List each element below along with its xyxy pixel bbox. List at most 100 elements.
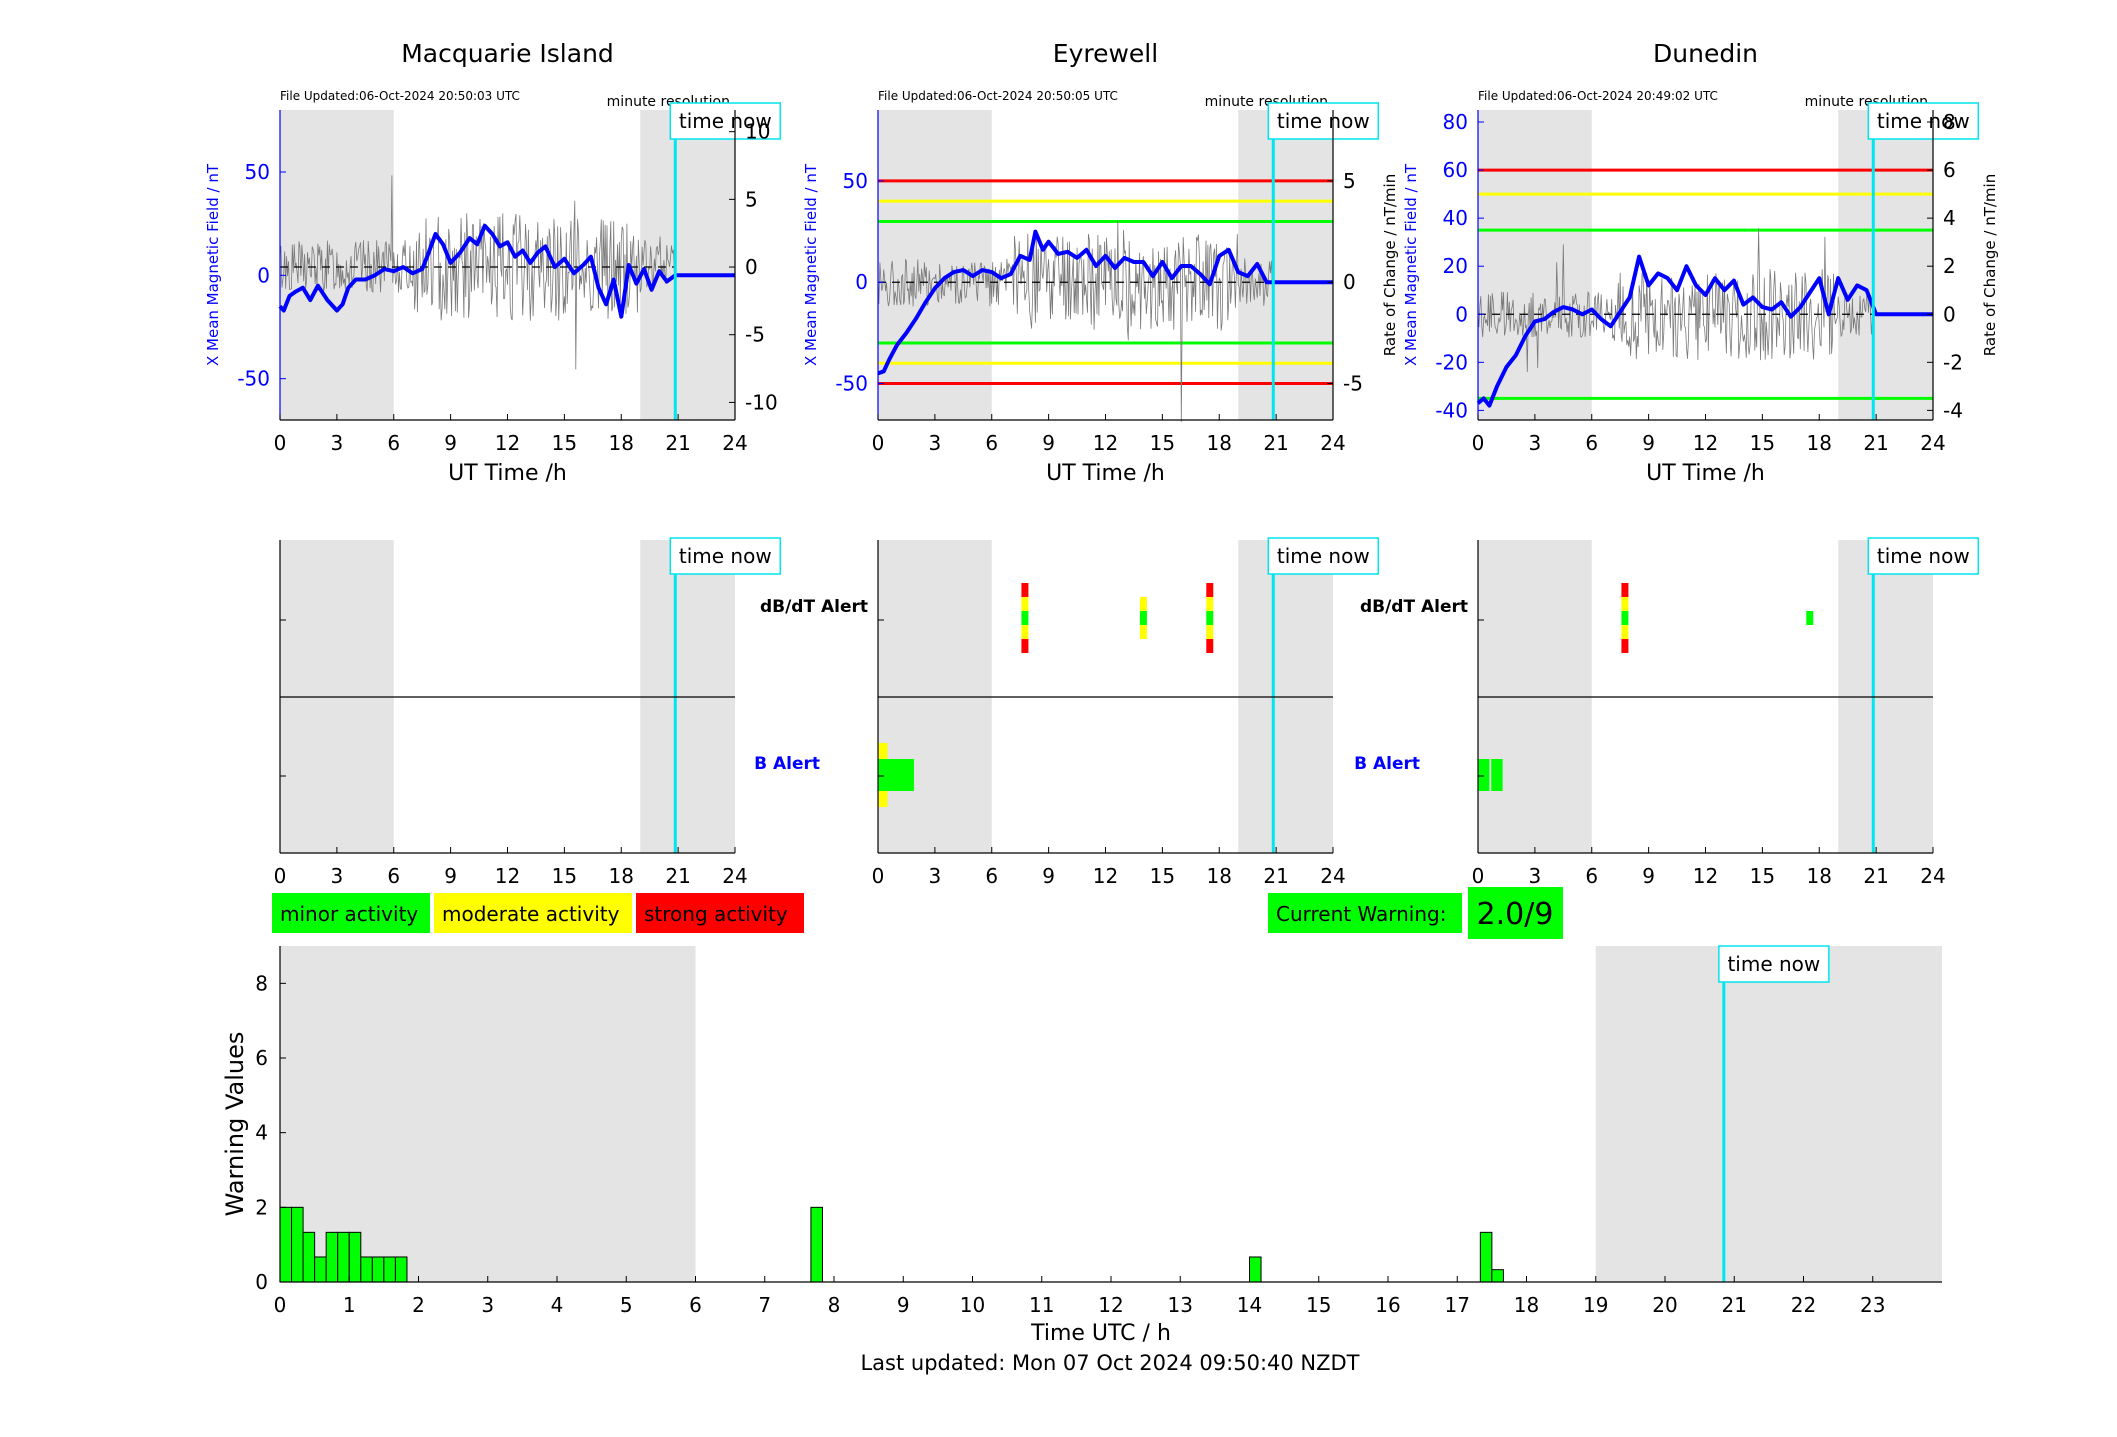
db-alert-segment-strong xyxy=(1621,583,1629,597)
panel-title: Dunedin xyxy=(1653,39,1758,68)
warning-bar xyxy=(325,1231,339,1283)
panel-title: Eyrewell xyxy=(1053,39,1158,68)
y-tick-label: 6 xyxy=(255,1046,268,1070)
db-alert-segment-moderate xyxy=(1021,625,1029,639)
x-tick-label: 10 xyxy=(960,1293,985,1317)
alert-panel-3: time now 0 3 6 9 12 15 18 21 24 xyxy=(1472,537,1980,888)
db-alert-segment-moderate xyxy=(1021,597,1029,611)
x-tick-label: 18 xyxy=(609,864,634,888)
x-tick-label: 24 xyxy=(1920,864,1945,888)
time-now-box xyxy=(1867,102,1980,140)
x-tick-label: 9 xyxy=(444,431,457,455)
warning-bar xyxy=(1249,1256,1262,1283)
y-axis-label-right: Rate of Change / nT/min xyxy=(1381,174,1399,356)
x-tick-label: 11 xyxy=(1029,1293,1054,1317)
night-band xyxy=(280,946,696,1282)
y2-tick-label: 5 xyxy=(1343,169,1356,193)
x-tick-label: 8 xyxy=(828,1293,841,1317)
mean-field-line xyxy=(877,229,1333,376)
y-axis-label-left: X Mean Magnetic Field / nT xyxy=(204,163,222,366)
y-tick-label: 0 xyxy=(855,270,868,294)
x-tick-label: 0 xyxy=(872,431,885,455)
x-tick-label: 0 xyxy=(274,864,287,888)
x-tick-label: 9 xyxy=(1042,864,1055,888)
warning-bar xyxy=(279,1206,293,1283)
x-tick-label: 12 xyxy=(495,864,520,888)
warning-bar xyxy=(302,1231,316,1283)
x-tick-label: 15 xyxy=(552,431,577,455)
x-tick-label: 18 xyxy=(1807,864,1832,888)
warning-bar xyxy=(1491,1269,1504,1283)
y2-tick-label: 0 xyxy=(1943,302,1956,326)
warning-bar xyxy=(383,1256,396,1283)
mean-field-line xyxy=(278,223,735,319)
y-tick-label: 60 xyxy=(1443,158,1468,182)
x-tick-label: 14 xyxy=(1237,1293,1262,1317)
b-alert-bar-minor xyxy=(878,759,915,791)
x-tick-label: 15 xyxy=(552,864,577,888)
y-tick-label: 4 xyxy=(255,1121,268,1145)
legend-label: moderate activity xyxy=(442,902,620,926)
db-alert-segment-minor xyxy=(1021,611,1029,625)
night-band xyxy=(1595,946,1942,1282)
x-tick-label: 6 xyxy=(1585,431,1598,455)
x-tick-label: 0 xyxy=(274,1293,287,1317)
x-tick-label: 18 xyxy=(609,431,634,455)
db-alert-segment-moderate xyxy=(1206,597,1214,611)
x-tick-label: 18 xyxy=(1207,864,1232,888)
warning-bar xyxy=(337,1231,350,1283)
x-tick-label: 1 xyxy=(343,1293,356,1317)
time-now-label: time now xyxy=(1877,109,1970,133)
y-tick-label: 0 xyxy=(255,1270,268,1294)
x-tick-label: 9 xyxy=(1642,431,1655,455)
x-tick-label: 12 xyxy=(1693,864,1718,888)
warning-bar xyxy=(394,1256,408,1283)
legend-swatch-minor xyxy=(272,893,430,933)
x-tick-label: 23 xyxy=(1860,1293,1885,1317)
db-alert-row-label: dB/dT Alert xyxy=(1360,597,1468,617)
current-warning-label-box xyxy=(1268,893,1462,933)
x-tick-label: 9 xyxy=(897,1293,910,1317)
y-axis-label-left: X Mean Magnetic Field / nT xyxy=(1402,163,1420,366)
warning-bar xyxy=(371,1256,385,1283)
b-alert-row-label: B Alert xyxy=(1354,754,1420,774)
x-tick-label: 20 xyxy=(1652,1293,1677,1317)
file-updated-text: File Updated:06-Oct-2024 20:49:02 UTC xyxy=(1478,89,1718,103)
alert-panels: time now 0 3 6 9 12 15 18 21 24 dB/dT Alert B Alert… xyxy=(274,537,1980,888)
x-tick-label: 13 xyxy=(1168,1293,1193,1317)
time-now-box xyxy=(1267,537,1380,575)
x-tick-label: 15 xyxy=(1150,864,1175,888)
legend-label: minor activity xyxy=(280,902,418,926)
y-tick-label: -50 xyxy=(237,367,270,391)
magnetometer-panels: Macquarie Island File Updated:06-Oct-2024… xyxy=(204,39,1999,486)
current-warning-label: Current Warning: xyxy=(1276,902,1446,926)
x-tick-label: 12 xyxy=(495,431,520,455)
b-alert-bar-minor xyxy=(1491,759,1503,791)
y-tick-label: -20 xyxy=(1435,350,1468,374)
x-tick-label: 9 xyxy=(1642,864,1655,888)
y-tick-label: -40 xyxy=(1435,398,1468,422)
x-tick-label: 9 xyxy=(1042,431,1055,455)
x-tick-label: 6 xyxy=(387,864,400,888)
x-tick-label: 0 xyxy=(1472,864,1485,888)
time-now-label: time now xyxy=(679,544,772,568)
db-alert-segment-moderate xyxy=(1139,597,1147,611)
alert-panel-2: time now 0 3 6 9 12 15 18 21 24 dB/dT Alert B Alert xyxy=(872,537,1468,888)
db-alert-segment-moderate xyxy=(1621,597,1629,611)
activity-legend: minor activity moderate activity strong ac… xyxy=(272,893,804,933)
x-tick-label: 9 xyxy=(444,864,457,888)
x-tick-label: 15 xyxy=(1750,431,1775,455)
db-alert-segment-minor xyxy=(1139,611,1147,625)
y2-tick-label: -4 xyxy=(1943,398,1963,422)
y-tick-label: -50 xyxy=(835,372,868,396)
x-axis-label: UT Time /h xyxy=(1046,461,1165,486)
y-axis-label-right: Rate of Change / nT/min xyxy=(1981,174,1999,356)
x-tick-label: 21 xyxy=(665,864,690,888)
y-tick-label: 50 xyxy=(843,169,868,193)
x-tick-label: 3 xyxy=(929,864,942,888)
warning-bar xyxy=(348,1231,362,1283)
y2-tick-label: 0 xyxy=(1343,270,1356,294)
time-now-label: time now xyxy=(1277,109,1370,133)
y-tick-label: 2 xyxy=(255,1195,268,1219)
